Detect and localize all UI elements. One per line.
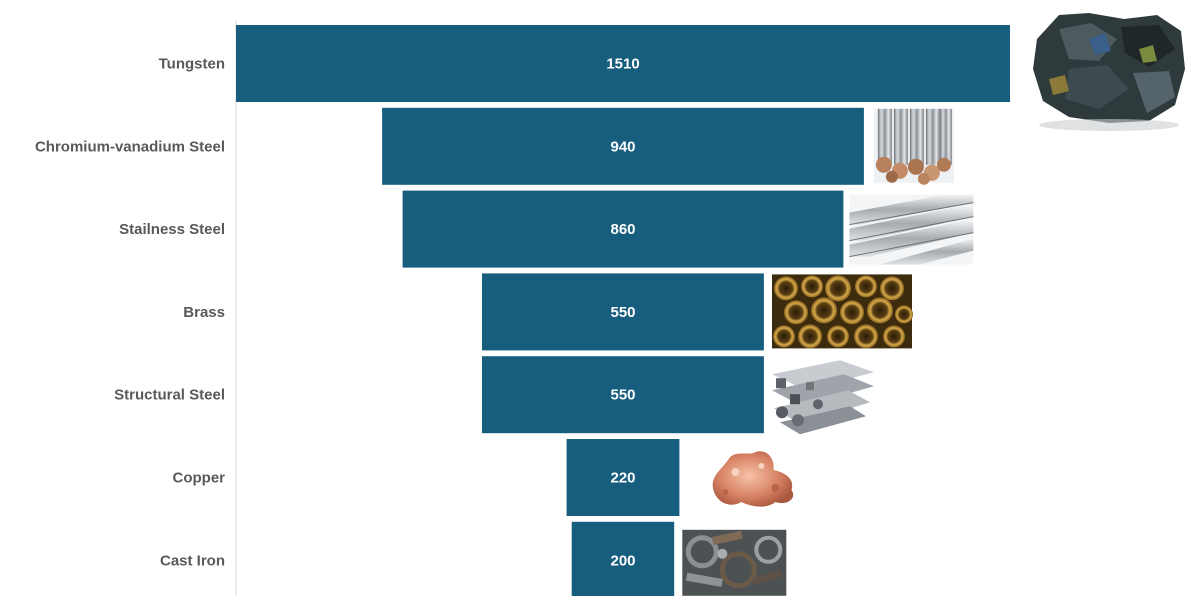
steel-rods-image [873, 108, 954, 185]
bar-copper [566, 439, 680, 516]
data-label: 940 [610, 138, 635, 155]
bar-tungsten [236, 25, 1010, 102]
data-label: 200 [610, 552, 635, 569]
data-label: 1510 [606, 56, 639, 73]
category-label: Chromium-vanadium Steel [35, 138, 225, 155]
category-label: Tungsten [159, 56, 225, 73]
data-label: 550 [610, 387, 635, 404]
category-label: Stailness Steel [119, 221, 225, 238]
bar-chromium-vanadium-steel [382, 107, 864, 185]
bar-structural-steel [482, 356, 764, 434]
data-labels: 1510 940 860 550 550 220 200 [606, 56, 639, 570]
copper-nugget-image [712, 451, 794, 507]
category-label: Cast Iron [160, 552, 225, 569]
data-label: 550 [610, 304, 635, 321]
category-label: Copper [173, 470, 226, 487]
data-label: 220 [610, 470, 635, 487]
category-label: Structural Steel [114, 387, 225, 404]
tungsten-ore-image [1033, 13, 1185, 131]
cast-iron-scrap-image [682, 529, 787, 596]
bars [236, 25, 1010, 596]
category-label: Brass [183, 304, 225, 321]
data-label: 860 [610, 221, 635, 238]
bar-brass [482, 273, 764, 351]
steel-flats-image [849, 194, 974, 265]
bar-stailness-steel [402, 190, 844, 268]
category-labels: Tungsten Chromium-vanadium Steel Stailness… [35, 56, 225, 570]
bar-cast-iron [571, 521, 675, 596]
brass-tubes-image [772, 274, 913, 349]
steel-profiles-image [770, 360, 874, 435]
